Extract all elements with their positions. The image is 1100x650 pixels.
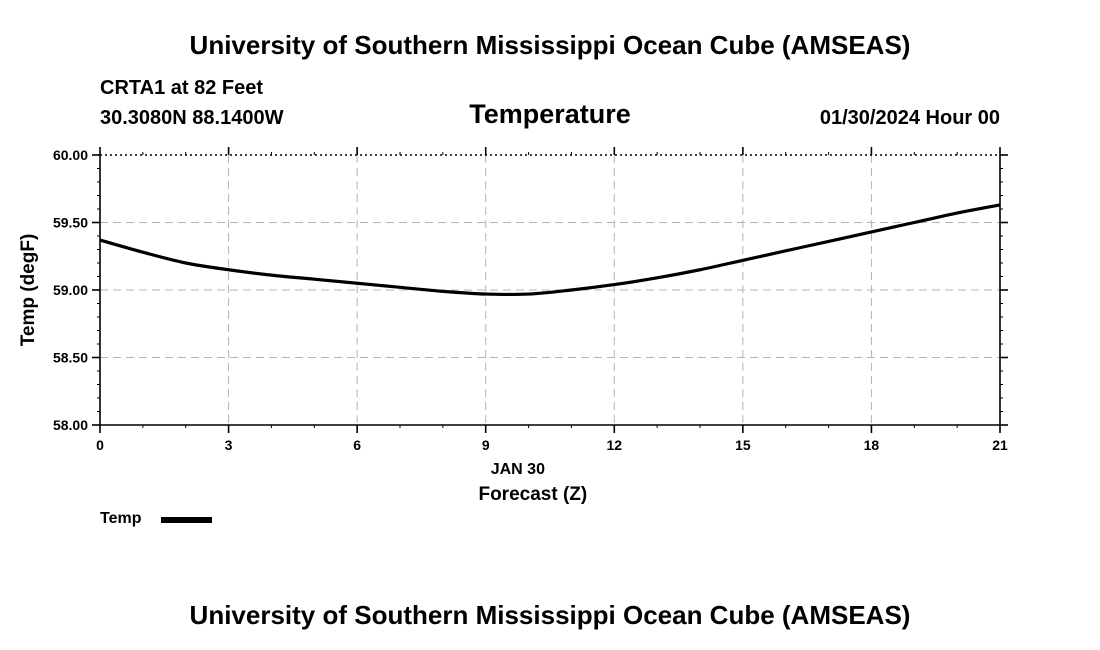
x-axis-title: Forecast (Z) xyxy=(478,484,587,505)
series-line-temp xyxy=(99,203,1001,297)
station-label: CRTA1 at 82 Feet xyxy=(100,77,264,99)
y-tick-label: 58.00 xyxy=(53,417,88,433)
y-tick-label: 58.50 xyxy=(53,350,88,366)
x-tick-label: 3 xyxy=(225,437,233,453)
x-tick-label: 21 xyxy=(992,437,1008,453)
x-tick-label: 12 xyxy=(606,437,622,453)
y-tick-label: 59.00 xyxy=(53,282,88,298)
x-tick-label: 15 xyxy=(735,437,751,453)
x-tick-label: 0 xyxy=(96,437,104,453)
y-tick-label: 60.00 xyxy=(53,147,88,163)
chart-subtitle: Temperature xyxy=(469,99,631,129)
legend-swatch xyxy=(161,517,212,523)
x-tick-label: 9 xyxy=(482,437,490,453)
station-coordinates: 30.3080N 88.1400W xyxy=(100,107,284,129)
y-axis-title: Temp (degF) xyxy=(18,234,39,347)
y-tick-label: 59.50 xyxy=(53,215,88,231)
x-tick-label: 18 xyxy=(864,437,880,453)
forecast-datetime: 01/30/2024 Hour 00 xyxy=(819,107,1000,129)
page-title-top: University of Southern Mississippi Ocean… xyxy=(189,30,911,60)
legend-label: Temp xyxy=(100,510,142,527)
x-tick-label: 6 xyxy=(353,437,361,453)
page-title-bottom: University of Southern Mississippi Ocean… xyxy=(189,600,911,630)
x-axis-date-label: JAN 30 xyxy=(491,461,545,478)
